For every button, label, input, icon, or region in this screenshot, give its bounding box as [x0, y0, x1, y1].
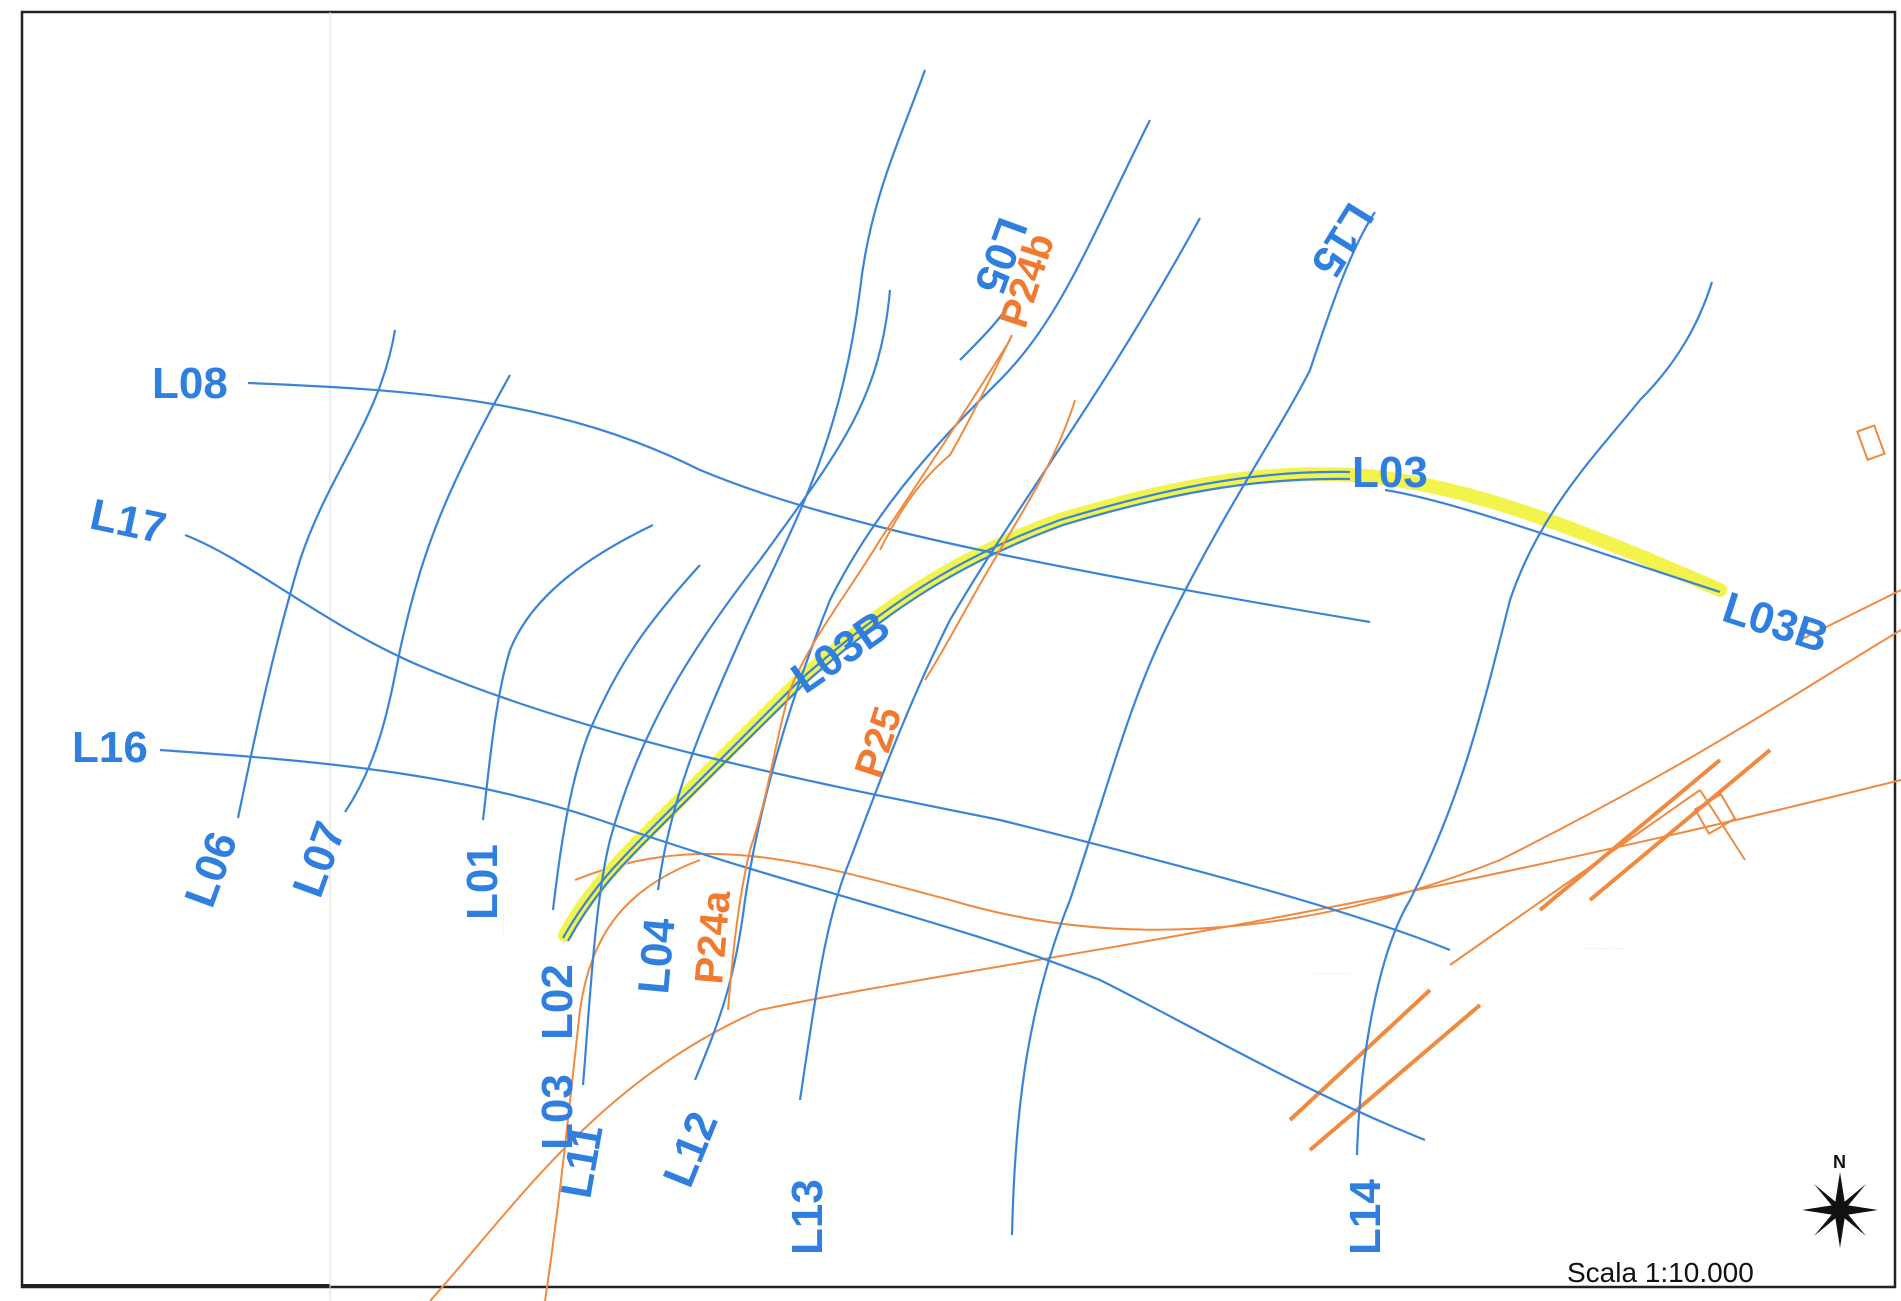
profile-p24b — [879, 334, 1013, 551]
rail-tick-2 — [1588, 748, 1772, 902]
map-frame — [20, 10, 1897, 1289]
road-east-top — [1799, 589, 1901, 641]
label-l16: L16 — [72, 723, 148, 772]
scale-label: Scala 1:10.000 — [1567, 1257, 1754, 1288]
line-l11 — [581, 289, 892, 1086]
line-l15 — [1355, 281, 1714, 1156]
road-curve-loop — [574, 629, 1901, 931]
line-l05-spur — [959, 299, 1013, 361]
profile-p25 — [924, 399, 1076, 681]
line-l02-north — [551, 564, 701, 911]
label-l01: L01 — [458, 844, 507, 920]
north-label: N — [1833, 1152, 1846, 1172]
line-l03-double-b — [567, 477, 1351, 942]
line-l12 — [693, 119, 1151, 1081]
rail-tick-4 — [1308, 1003, 1482, 1152]
line-l04 — [656, 69, 927, 891]
label-l03: L03 — [1352, 448, 1428, 497]
line-l17 — [184, 533, 1451, 952]
line-l06 — [236, 329, 397, 819]
label-l04: L04 — [629, 916, 684, 996]
road-curve-main — [429, 779, 1901, 1301]
road-west-spur — [544, 859, 701, 1301]
profile-lines — [727, 334, 1076, 1011]
label-l03-south: L03 — [533, 1074, 582, 1150]
annotation-note-3: · · · · · · · — [501, 915, 507, 935]
label-l13: L13 — [783, 1179, 832, 1255]
building-symbol-2 — [1856, 424, 1886, 462]
line-l16 — [159, 748, 1426, 1142]
line-l03b-east — [1384, 488, 1721, 594]
annotation-note-2: · · · · · · · · · · · · · — [1585, 946, 1624, 952]
road-network — [429, 424, 1901, 1301]
annotation-note-1: · · · · · · · · · · · · · — [1315, 971, 1354, 977]
label-l15: L14 — [1341, 1179, 1390, 1255]
survey-lines — [159, 69, 1721, 1236]
line-l03-double-a — [562, 470, 1351, 939]
rail-tick-1 — [1538, 758, 1722, 912]
rail-tick-3 — [1288, 988, 1432, 1122]
line-l01 — [481, 524, 654, 821]
line-l08 — [247, 381, 1371, 624]
line-l14 — [1010, 211, 1376, 1236]
profile-p24a — [727, 339, 1011, 1011]
line-l13 — [798, 217, 1201, 1101]
north-arrow-icon: N — [1802, 1152, 1878, 1248]
building-symbol-1 — [1693, 793, 1737, 835]
label-l08: L08 — [152, 359, 228, 408]
leader-line-1 — [1449, 789, 1701, 966]
label-p24a: P24a — [687, 888, 739, 986]
label-l02: L02 — [533, 964, 582, 1040]
line-l07 — [344, 374, 511, 813]
